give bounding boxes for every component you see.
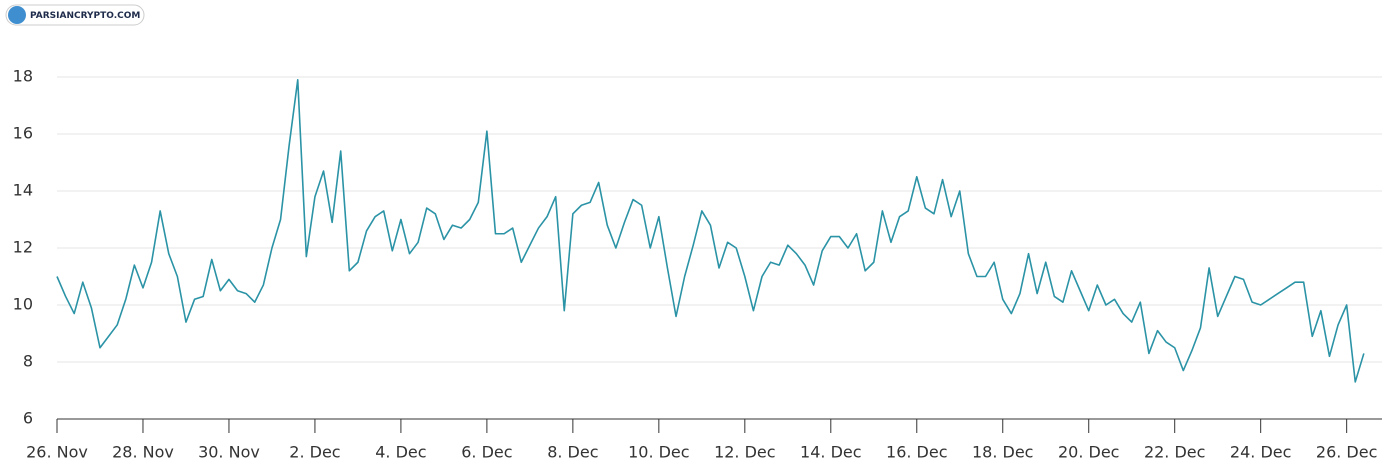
y-tick-label: 8 bbox=[23, 352, 33, 371]
x-tick-label: 28. Nov bbox=[112, 443, 174, 462]
y-tick-label: 18 bbox=[13, 67, 33, 86]
line-series bbox=[56, 79, 1365, 383]
x-tick-label: 26. Nov bbox=[26, 443, 88, 462]
y-tick-label: 12 bbox=[13, 238, 33, 257]
watermark-badge bbox=[5, 4, 145, 26]
x-tick-label: 6. Dec bbox=[461, 443, 512, 462]
x-tick-label: 16. Dec bbox=[886, 443, 948, 462]
y-tick-label: 16 bbox=[13, 124, 33, 143]
x-tick-label: 30. Nov bbox=[198, 443, 260, 462]
y-tick-label: 14 bbox=[13, 181, 33, 200]
x-tick-label: 22. Dec bbox=[1144, 443, 1206, 462]
watermark-icon bbox=[8, 6, 26, 24]
x-tick-label: 10. Dec bbox=[628, 443, 690, 462]
watermark-text: PARSIANCRYPTO.COM bbox=[30, 11, 140, 21]
watermark: PARSIANCRYPTO.COM bbox=[5, 4, 145, 26]
x-tick-label: 20. Dec bbox=[1058, 443, 1120, 462]
x-tick-label: 4. Dec bbox=[375, 443, 426, 462]
x-tick-label: 18. Dec bbox=[972, 443, 1034, 462]
x-tick-label: 8. Dec bbox=[547, 443, 598, 462]
x-tick-label: 2. Dec bbox=[289, 443, 340, 462]
x-tick-label: 14. Dec bbox=[800, 443, 862, 462]
y-tick-label: 10 bbox=[13, 295, 33, 314]
x-tick-label: 24. Dec bbox=[1230, 443, 1292, 462]
x-tick-label: 26. Dec bbox=[1316, 443, 1378, 462]
y-tick-label: 6 bbox=[23, 409, 33, 428]
x-tick-label: 12. Dec bbox=[714, 443, 776, 462]
